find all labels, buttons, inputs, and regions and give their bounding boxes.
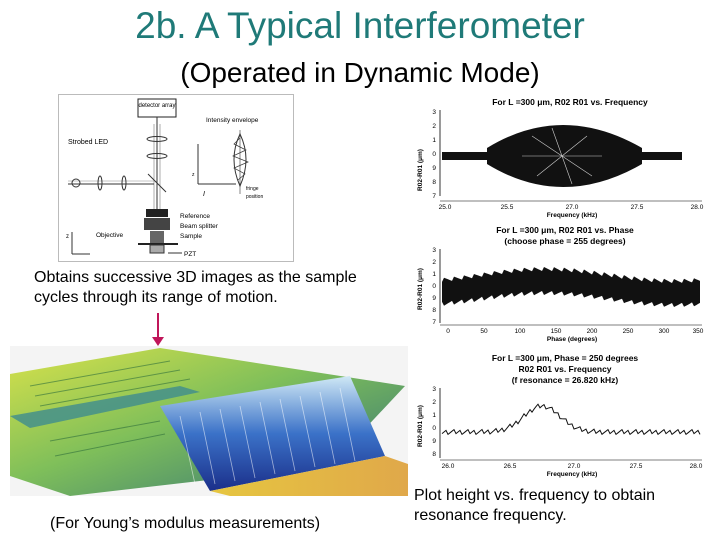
bottom-xtick: 26.0	[442, 463, 455, 470]
fringe-label: fringe	[246, 186, 259, 192]
middle-ytick: 1	[432, 271, 436, 278]
top-ytick: 1	[432, 137, 436, 144]
middle-xtick: 150	[551, 328, 562, 335]
top-plot-ylabel: R02-R01 (μm)	[417, 149, 424, 191]
top-xtick: 28.0	[691, 204, 704, 211]
interferometer-diagram: detector array Strobed LED Objective Ref…	[58, 94, 294, 262]
reference-label: Reference	[180, 213, 210, 220]
sample-label: Sample	[180, 233, 202, 240]
middle-plot: R02-R01 (μm) 3 2 1 0 9 8 7 0 50 100 150 …	[412, 247, 712, 343]
middle-xtick: 0	[446, 328, 450, 335]
caption-successive-images: Obtains successive 3D images as the samp…	[34, 269, 357, 306]
middle-plot-ylabel: R02-R01 (μm)	[417, 268, 424, 310]
beam-splitter-label: Beam splitter	[180, 223, 219, 230]
intensity-label: Intensity envelope	[206, 117, 259, 124]
top-xtick: 25.0	[439, 204, 452, 211]
top-xtick: 27.5	[631, 204, 644, 211]
bottom-ytick: 8	[432, 451, 436, 458]
bottom-xtick: 27.5	[630, 463, 643, 470]
bottom-xtick: 27.0	[568, 463, 581, 470]
intensity-axis-label: I	[203, 191, 205, 198]
position-label: position	[246, 194, 263, 200]
bottom-plot-title-line2: R02 R01 vs. Frequency	[518, 364, 612, 374]
bottom-ytick: 9	[432, 438, 436, 445]
down-arrow-icon	[148, 312, 168, 348]
middle-ytick: 8	[432, 307, 436, 314]
middle-xtick: 350	[693, 328, 704, 335]
middle-ytick: 7	[432, 319, 436, 326]
bottom-ytick: 0	[432, 425, 436, 432]
bottom-ytick: 3	[432, 386, 436, 393]
middle-xtick: 100	[515, 328, 526, 335]
top-ytick: 0	[432, 151, 436, 158]
top-plot: R02-R01 (μm) 3 2 1 0 9 8 7 25.0 25.5 27.…	[412, 106, 712, 220]
middle-plot-title: For L =300 μm, R02 R01 vs. Phase (choose…	[430, 225, 700, 247]
middle-xtick: 50	[480, 328, 488, 335]
top-plot-title: For L =300 μm, R02 R01 vs. Frequency	[492, 97, 648, 107]
caption-youngs-modulus: (For Young’s modulus measurements)	[50, 515, 321, 532]
middle-plot-title-line2: (choose phase = 255 degrees)	[504, 236, 626, 246]
z-inset-label: z	[192, 172, 195, 178]
bottom-ytick: 1	[432, 412, 436, 419]
middle-xtick: 300	[659, 328, 670, 335]
top-ytick: 7	[432, 193, 436, 200]
middle-plot-title-line1: For L =300 μm, R02 R01 vs. Phase	[496, 225, 634, 235]
bottom-xtick: 26.5	[504, 463, 517, 470]
middle-ytick: 9	[432, 295, 436, 302]
pzt-label: PZT	[184, 251, 196, 258]
strobed-led-label: Strobed LED	[68, 139, 108, 146]
top-ytick: 8	[432, 179, 436, 186]
bottom-plot-title-line3: (f resonance = 26.820 kHz)	[511, 375, 619, 385]
bottom-plot-title-line1: For L =300 μm, Phase = 250 degrees	[491, 353, 639, 363]
bottom-plot-xlabel: Frequency (kHz)	[547, 471, 598, 478]
bottom-ytick: 2	[432, 399, 436, 406]
top-ytick: 3	[432, 109, 436, 116]
slide-title: 2b. A Typical Interferometer	[135, 5, 585, 46]
top-plot-xlabel: Frequency (kHz)	[547, 212, 598, 219]
middle-plot-xlabel: Phase (degrees)	[547, 336, 597, 343]
middle-ytick: 0	[432, 283, 436, 290]
top-ytick: 2	[432, 123, 436, 130]
bottom-plot-title: For L =300 μm, Phase = 250 degrees R02 R…	[430, 353, 700, 386]
bottom-plot: R02-R01 (μm) 3 2 1 0 9 8 26.0 26.5 27.0 …	[412, 386, 712, 478]
top-xtick: 25.5	[501, 204, 514, 211]
objective-label: Objective	[96, 232, 123, 239]
middle-xtick: 250	[623, 328, 634, 335]
top-ytick: 9	[432, 165, 436, 172]
top-xtick: 27.0	[566, 204, 579, 211]
z-axis-label: z	[66, 234, 69, 240]
middle-xtick: 200	[587, 328, 598, 335]
surface-3d-image	[10, 346, 408, 496]
caption-resonance: Plot height vs. frequency to obtain reso…	[414, 487, 656, 524]
bottom-xtick: 28.0	[690, 463, 703, 470]
middle-ytick: 3	[432, 247, 436, 254]
slide-subtitle: (Operated in Dynamic Mode)	[180, 57, 540, 88]
bottom-plot-ylabel: R02-R01 (μm)	[417, 405, 424, 447]
middle-ytick: 2	[432, 259, 436, 266]
detector-label: detector array	[138, 103, 175, 109]
